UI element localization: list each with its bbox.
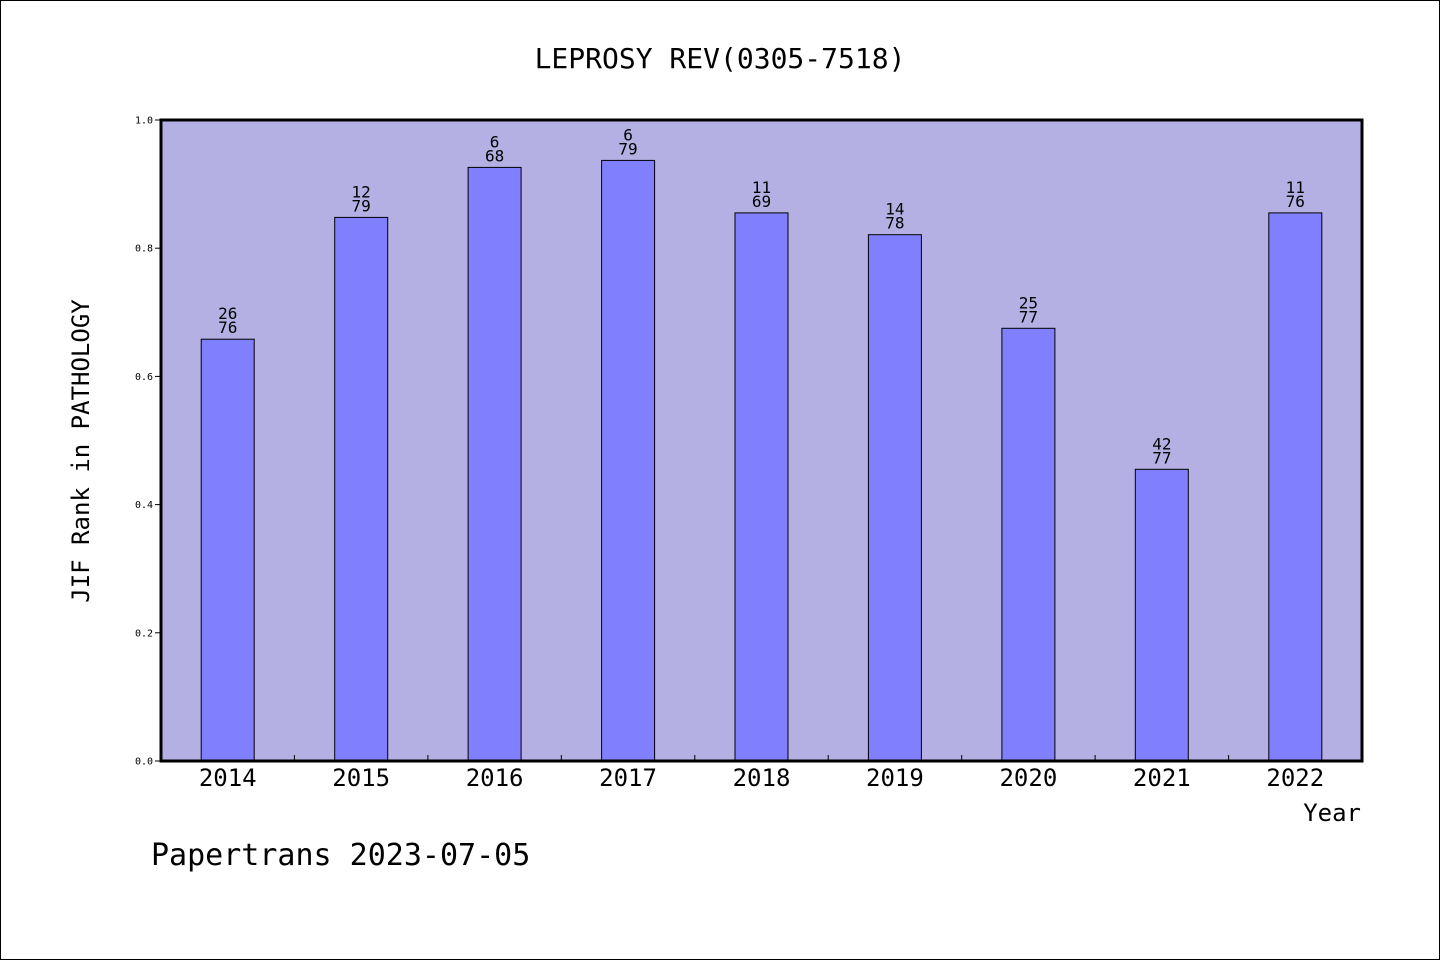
y-tick-label-1.0: 1.0	[135, 116, 153, 127]
data-label-total-2018: 69	[752, 192, 771, 211]
x-tick-label-2020: 2020	[999, 764, 1057, 792]
data-label-total-2021: 77	[1152, 448, 1171, 467]
data-label-rank-2016: 6	[490, 132, 500, 151]
bar-2018	[734, 212, 789, 762]
data-label-rank-2021: 42	[1152, 434, 1171, 453]
data-label-total-2015: 79	[352, 196, 371, 215]
x-tick-label-2014: 2014	[199, 764, 257, 792]
data-label-total-2016: 68	[485, 146, 504, 165]
footer-watermark: Papertrans 2023-07-05	[151, 838, 530, 873]
data-label-total-2020: 77	[1019, 307, 1038, 326]
chart-title: LEPROSY REV(0305-7518)	[535, 42, 906, 75]
data-label-rank-2014: 26	[218, 304, 237, 323]
data-label-rank-2019: 14	[885, 200, 904, 219]
x-tick-label-2017: 2017	[599, 764, 657, 792]
x-tick-label-2021: 2021	[1133, 764, 1191, 792]
bar-2015	[334, 216, 389, 762]
x-tick-label-2016: 2016	[466, 764, 524, 792]
y-axis-ticks: 0.0 0.2 0.4 0.6 0.8 1.0	[135, 116, 161, 768]
x-tick-label-2018: 2018	[733, 764, 791, 792]
bar-2022	[1268, 212, 1323, 762]
y-tick-label-0.8: 0.8	[135, 244, 153, 255]
data-label-rank-2018: 11	[752, 178, 771, 197]
y-tick-label-0.2: 0.2	[135, 628, 153, 639]
data-label-rank-2017: 6	[623, 125, 633, 144]
x-axis-ticks: 2014 2015 2016 2017 2018 2019 2020 2021 2022	[199, 755, 1324, 792]
y-tick-label-0.6: 0.6	[135, 372, 153, 383]
x-tick-label-2022: 2022	[1266, 764, 1324, 792]
bar-2021	[1134, 468, 1189, 762]
data-label-total-2022: 76	[1286, 192, 1305, 211]
x-tick-label-2019: 2019	[866, 764, 924, 792]
bar-2019	[867, 234, 922, 762]
y-tick-label-0.0: 0.0	[135, 757, 153, 768]
data-label-total-2014: 76	[218, 318, 237, 337]
y-tick-label-0.4: 0.4	[135, 500, 153, 511]
bar-2017	[601, 159, 656, 762]
x-tick-label-2015: 2015	[332, 764, 390, 792]
data-label-total-2019: 78	[885, 214, 904, 233]
plot-border	[159, 118, 1364, 763]
x-axis-label: Year	[1303, 799, 1361, 827]
y-axis-label: JIF Rank in PATHOLOGY	[67, 299, 95, 603]
bar-2016	[467, 166, 522, 762]
data-label-rank-2015: 12	[352, 182, 371, 201]
bars-group	[200, 159, 1323, 762]
bar-2014	[200, 338, 255, 762]
data-label-total-2017: 79	[618, 139, 637, 158]
data-label-rank-2022: 11	[1286, 178, 1305, 197]
data-label-rank-2020: 25	[1019, 293, 1038, 312]
bar-2020	[1001, 327, 1056, 762]
